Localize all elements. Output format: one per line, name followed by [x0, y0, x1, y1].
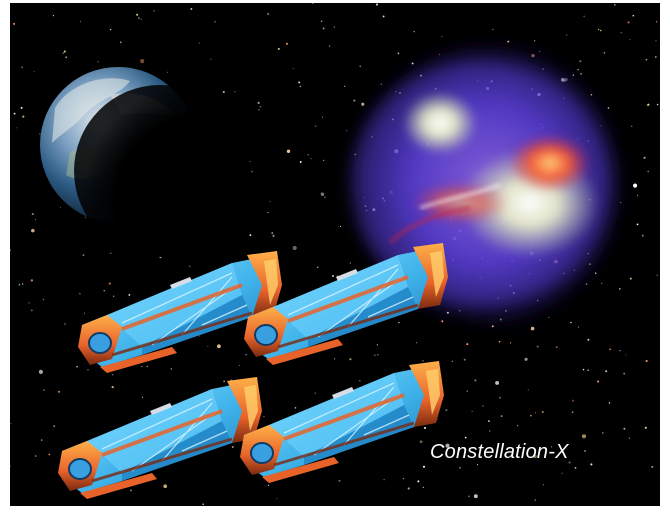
mission-caption: Constellation-X: [430, 441, 569, 463]
spacecraft-icon: [56, 375, 264, 501]
spacecraft-icon: [238, 359, 446, 485]
space-illustration: [10, 3, 659, 506]
space-scene: Constellation-X: [10, 3, 660, 506]
earth-planet-icon: [40, 67, 246, 257]
spacecraft-icon: [76, 249, 284, 375]
